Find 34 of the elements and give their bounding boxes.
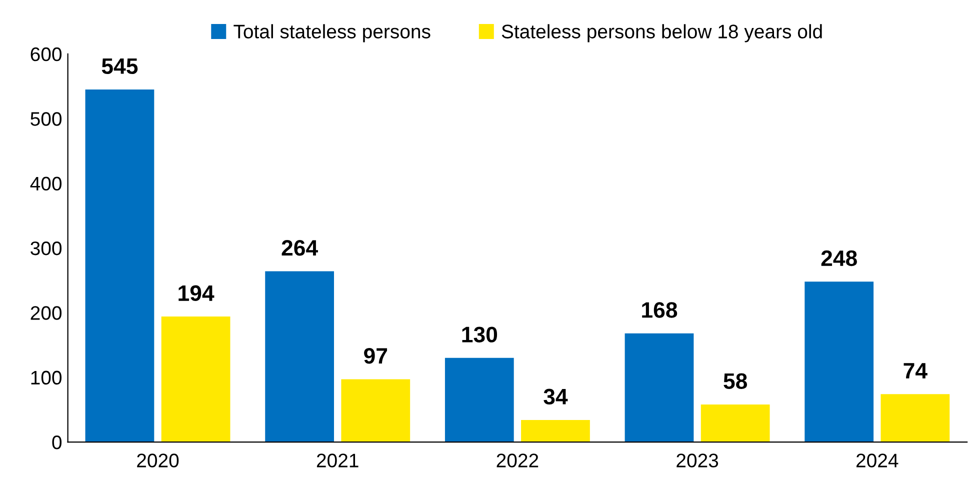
data-label: 58 bbox=[724, 373, 748, 389]
bar bbox=[161, 316, 230, 442]
y-tick-label: 600 bbox=[30, 47, 62, 62]
x-tick-label: 2021 bbox=[316, 454, 358, 468]
bar bbox=[804, 282, 874, 442]
y-tick-label: 200 bbox=[30, 306, 62, 320]
legend-label: Total stateless persons bbox=[234, 24, 430, 42]
data-label: 74 bbox=[904, 363, 928, 378]
data-label: 194 bbox=[178, 285, 214, 302]
y-tick-label: 400 bbox=[30, 176, 62, 191]
bar bbox=[265, 271, 334, 442]
x-tick-label: 2024 bbox=[856, 454, 898, 468]
bar bbox=[85, 90, 154, 442]
x-tick-label: 2020 bbox=[137, 454, 179, 468]
bar bbox=[624, 333, 694, 442]
bar bbox=[341, 379, 410, 442]
y-tick-label: 0 bbox=[52, 435, 62, 450]
data-label: 168 bbox=[642, 302, 678, 318]
data-label: 97 bbox=[364, 348, 388, 364]
y-tick-label: 500 bbox=[30, 112, 62, 126]
legend-label: Stateless persons below 18 years old bbox=[502, 24, 822, 42]
bar bbox=[880, 394, 950, 442]
data-label: 34 bbox=[544, 388, 568, 405]
bar bbox=[700, 404, 770, 442]
data-label: 545 bbox=[102, 58, 138, 74]
y-tick-label: 300 bbox=[30, 241, 62, 256]
y-tick-label: 100 bbox=[31, 370, 62, 385]
bar bbox=[521, 420, 590, 442]
data-label: 264 bbox=[282, 240, 318, 256]
x-tick-label: 2023 bbox=[676, 454, 718, 468]
bar bbox=[444, 358, 514, 442]
x-tick-label: 2022 bbox=[496, 454, 538, 468]
data-label: 130 bbox=[462, 326, 498, 342]
data-label: 248 bbox=[821, 250, 857, 266]
